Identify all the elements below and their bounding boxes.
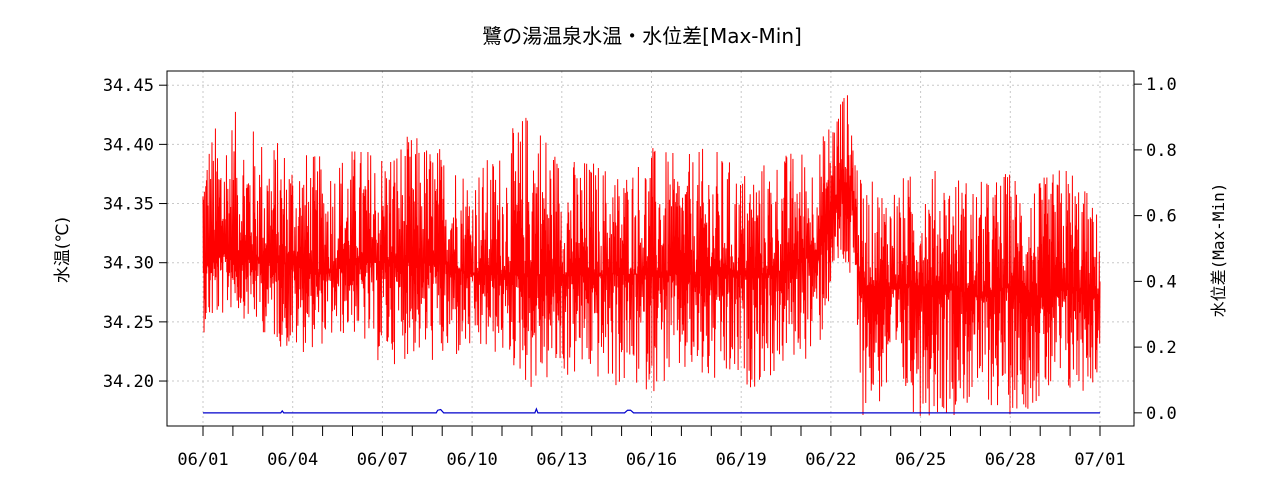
y-tick-label-left: 34.20 <box>103 372 154 392</box>
x-tick-label: 06/19 <box>716 450 767 470</box>
y-tick-label-right: 1.0 <box>1146 75 1177 95</box>
chart-title: 鷺の湯温泉水温・水位差[Max-Min] <box>482 24 802 48</box>
plot-frame <box>166 70 1135 427</box>
y-axis-left: 34.20 34.25 34.30 34.35 34.40 34.45 <box>103 76 167 392</box>
y-tick-label-right: 0.2 <box>1146 338 1177 358</box>
water-level-series <box>203 407 1100 414</box>
x-axis: 06/01 06/04 06/07 06/10 06/13 06/16 06/19 06/22… <box>177 426 1126 470</box>
y-axis-left-label: 水温(℃) <box>53 217 73 283</box>
y-tick-label-right: 0.8 <box>1146 141 1177 161</box>
x-tick-label: 06/16 <box>626 450 677 470</box>
water-level-line <box>203 407 1100 414</box>
y-axis-right: 0.0 0.2 0.4 0.6 0.8 1.0 <box>1134 75 1177 424</box>
y-tick-label-left: 34.40 <box>103 135 154 155</box>
y-tick-label-left: 34.35 <box>103 195 154 215</box>
y-tick-label-right: 0.4 <box>1146 272 1177 292</box>
y-tick-label-left: 34.25 <box>103 313 154 333</box>
y-tick-label-left: 34.45 <box>103 76 154 96</box>
x-tick-label: 07/01 <box>1074 450 1125 470</box>
x-tick-label: 06/07 <box>357 450 408 470</box>
y-tick-label-right: 0.6 <box>1146 207 1177 227</box>
temperature-series <box>202 95 1101 416</box>
x-tick-label: 06/13 <box>536 450 587 470</box>
y-tick-label-left: 34.30 <box>103 254 154 274</box>
x-tick-label: 06/25 <box>895 450 946 470</box>
x-tick-label: 06/04 <box>267 450 318 470</box>
y-tick-label-right: 0.0 <box>1146 404 1177 424</box>
x-tick-label: 06/01 <box>177 450 228 470</box>
y-axis-right-label: 水位差(Max-Min) <box>1209 183 1228 318</box>
x-tick-label: 06/10 <box>447 450 498 470</box>
temperature-line <box>202 95 1101 416</box>
x-tick-label: 06/22 <box>805 450 856 470</box>
x-tick-label: 06/28 <box>985 450 1036 470</box>
